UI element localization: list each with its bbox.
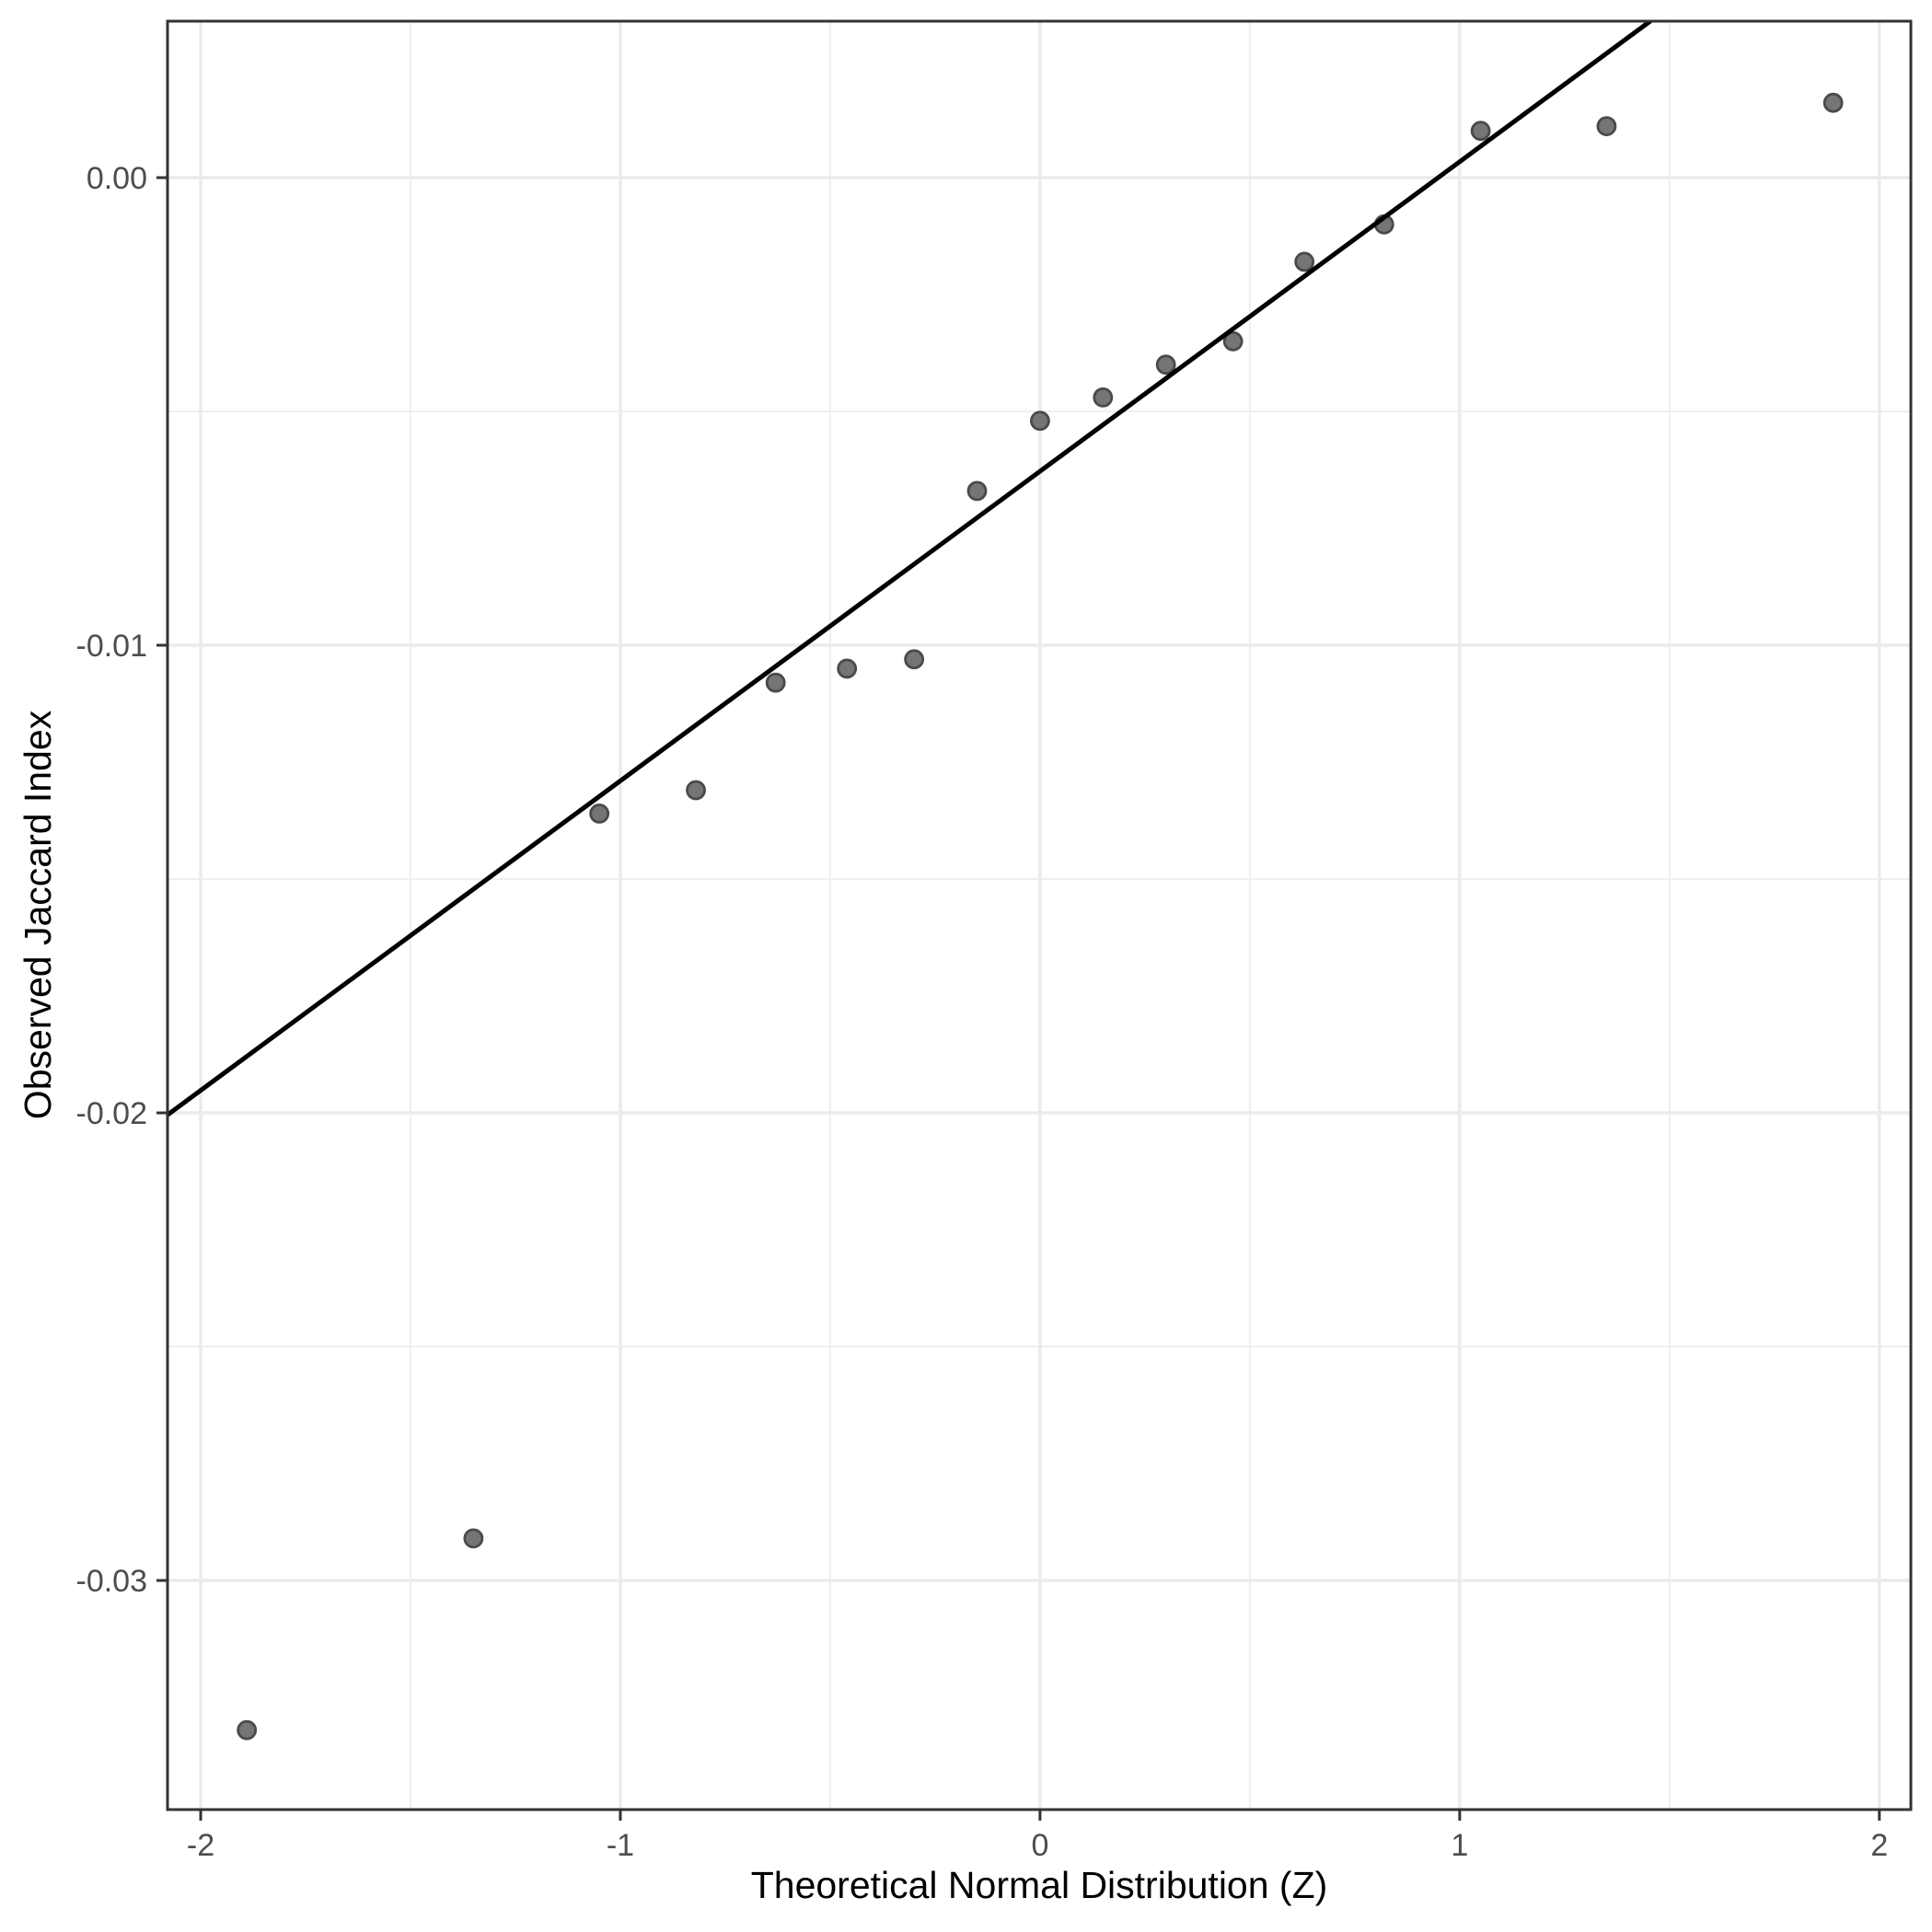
points-group — [237, 92, 1844, 1741]
qq-point — [237, 1719, 258, 1741]
qq-point — [463, 1528, 484, 1549]
qq-point — [765, 672, 786, 693]
qq-point — [1093, 387, 1114, 408]
y-tick-label: 0.00 — [87, 161, 147, 196]
x-tick-label: -1 — [607, 1828, 634, 1863]
qq-point — [1596, 116, 1617, 137]
x-tick-label: 0 — [1031, 1828, 1048, 1863]
qq-point — [1155, 354, 1176, 376]
qq-point — [966, 480, 988, 502]
x-tick-label: 2 — [1870, 1828, 1888, 1863]
y-tick-label: -0.01 — [76, 629, 148, 664]
x-tick-label: 1 — [1451, 1828, 1468, 1863]
x-tick-label: -2 — [187, 1828, 214, 1863]
y-tick-label: -0.02 — [76, 1096, 148, 1131]
x-axis-title: Theoretical Normal Distribution (Z) — [751, 1864, 1328, 1906]
qq-point — [1294, 251, 1315, 272]
qq-point — [1030, 411, 1050, 432]
gridlines-major — [168, 21, 1911, 1810]
y-axis-title: Observed Jaccard Index — [17, 710, 59, 1119]
qq-point — [686, 780, 706, 801]
qq-point — [837, 658, 858, 679]
qq-point — [1822, 92, 1844, 113]
reference-line-group — [168, 21, 1655, 1117]
y-tick-label: -0.03 — [76, 1564, 148, 1599]
reference-line — [168, 21, 1655, 1117]
axis-ticks — [156, 176, 1881, 1821]
qq-point — [1470, 121, 1491, 142]
qq-point — [904, 649, 925, 670]
qq-point — [1222, 330, 1244, 352]
axis-tick-labels: -2 -1 0 1 2 0.00 -0.01 -0.02 -0.03 — [76, 161, 1889, 1863]
qq-point — [589, 804, 610, 824]
